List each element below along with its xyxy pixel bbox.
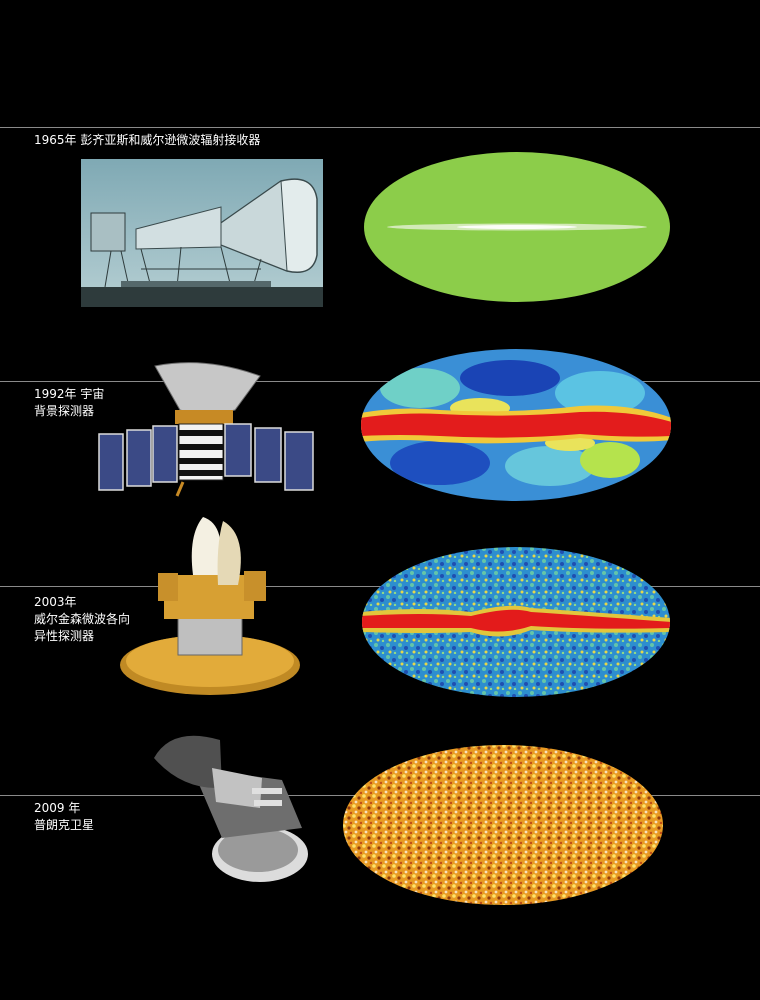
cobe-satellite xyxy=(95,358,325,500)
section-3-label: 2003年 威尔金森微波各向 异性探测器 xyxy=(34,594,130,645)
section-1-label: 1965年 彭齐亚斯和威尔逊微波辐射接收器 xyxy=(34,132,260,149)
wmap-sky-map xyxy=(361,546,671,698)
planck-sky-map xyxy=(342,744,664,906)
section-2-label: 1992年 宇宙 背景探测器 xyxy=(34,386,104,420)
label-line: 异性探测器 xyxy=(34,629,95,643)
label-line: 威尔金森微波各向 xyxy=(34,612,131,626)
label-line: 2009 年 xyxy=(34,801,81,815)
label-line: 1965年 彭齐亚斯和威尔逊微波辐射接收器 xyxy=(34,133,261,147)
divider-1 xyxy=(0,127,760,128)
label-line: 背景探测器 xyxy=(34,404,95,418)
cobe-sky-map xyxy=(360,348,672,502)
label-line: 2003年 xyxy=(34,595,77,609)
planck-satellite xyxy=(152,728,314,888)
label-line: 1992年 宇宙 xyxy=(34,387,105,401)
divider-2 xyxy=(0,381,760,382)
divider-3 xyxy=(0,586,760,587)
label-line: 普朗克卫星 xyxy=(34,818,95,832)
horn-antenna-photo xyxy=(81,159,323,307)
section-4-label: 2009 年 普朗克卫星 xyxy=(34,800,94,834)
green-sky-map xyxy=(362,151,672,303)
wmap-satellite xyxy=(118,515,303,700)
